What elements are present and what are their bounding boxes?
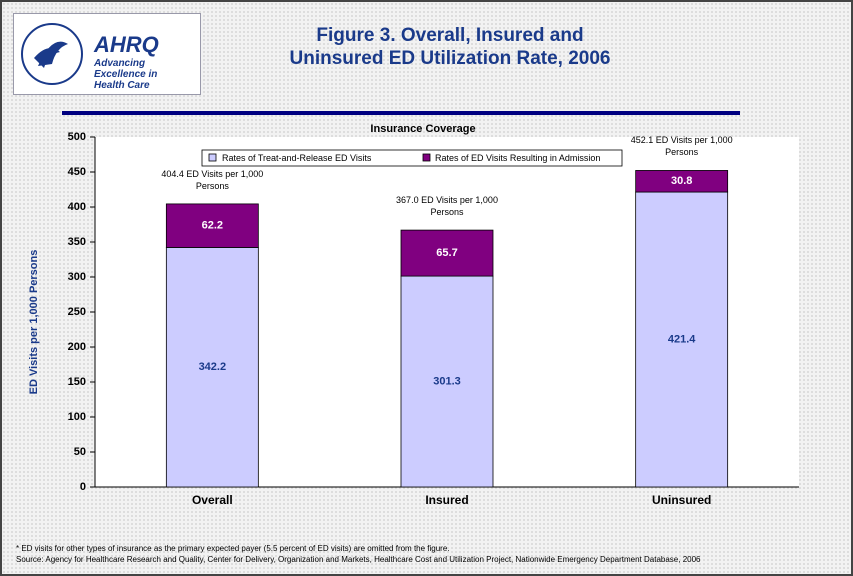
x-tick-label: Insured <box>425 493 468 507</box>
x-tick-label: Uninsured <box>652 493 711 507</box>
annotation: 404.4 ED Visits per 1,000 Persons <box>161 168 264 191</box>
legend-swatch <box>422 153 431 162</box>
y-tick-label: 300 <box>68 271 86 283</box>
bar-segment <box>635 170 729 193</box>
y-tick-label: 200 <box>68 341 86 353</box>
x-tick-label: Overall <box>192 493 233 507</box>
logo-tagline: Advancing Excellence in Health Care <box>94 58 158 91</box>
data-label: 421.4 <box>668 333 696 345</box>
legend-label: Rates of ED Visits Resulting in Admissio… <box>435 153 600 163</box>
chart-subtitle: Insurance Coverage <box>370 123 475 135</box>
annotation: 452.1 ED Visits per 1,000 Persons <box>630 135 733 158</box>
y-tick-label: 50 <box>74 446 86 458</box>
bar-segment <box>635 191 729 488</box>
bar-segment <box>400 229 494 277</box>
y-tick-label: 250 <box>68 306 86 318</box>
y-tick-label: 150 <box>68 376 86 388</box>
divider <box>62 111 740 115</box>
data-label: 62.2 <box>202 220 223 232</box>
logo-emblem <box>21 23 83 85</box>
legend-swatch <box>208 153 217 162</box>
bar-segment <box>165 247 259 488</box>
data-label: 65.7 <box>436 247 457 259</box>
annotation: 367.0 ED Visits per 1,000 Persons <box>396 195 498 218</box>
y-tick-label: 100 <box>68 411 86 423</box>
footnote: Source: Agency for Healthcare Research a… <box>16 555 701 564</box>
logo-name: AHRQ <box>94 32 159 57</box>
bar-segment <box>400 275 494 488</box>
bar-segment <box>165 203 259 248</box>
footnote: * ED visits for other types of insurance… <box>16 544 450 553</box>
y-tick-label: 350 <box>68 236 86 248</box>
y-tick-label: 400 <box>68 201 86 213</box>
y-tick-label: 0 <box>80 481 86 493</box>
y-tick-label: 450 <box>68 166 86 178</box>
data-label: 301.3 <box>433 375 461 387</box>
y-axis-label: ED Visits per 1,000 Persons <box>28 250 40 395</box>
legend-label: Rates of Treat-and-Release ED Visits <box>222 153 372 163</box>
data-label: 342.2 <box>199 361 227 373</box>
logo: AHRQ Advancing Excellence in Health Care <box>13 13 201 95</box>
data-label: 30.8 <box>671 175 692 187</box>
chart-title: Figure 3. Overall, Insured and Uninsured… <box>289 25 611 69</box>
y-tick-label: 500 <box>68 131 86 143</box>
legend <box>201 149 623 167</box>
